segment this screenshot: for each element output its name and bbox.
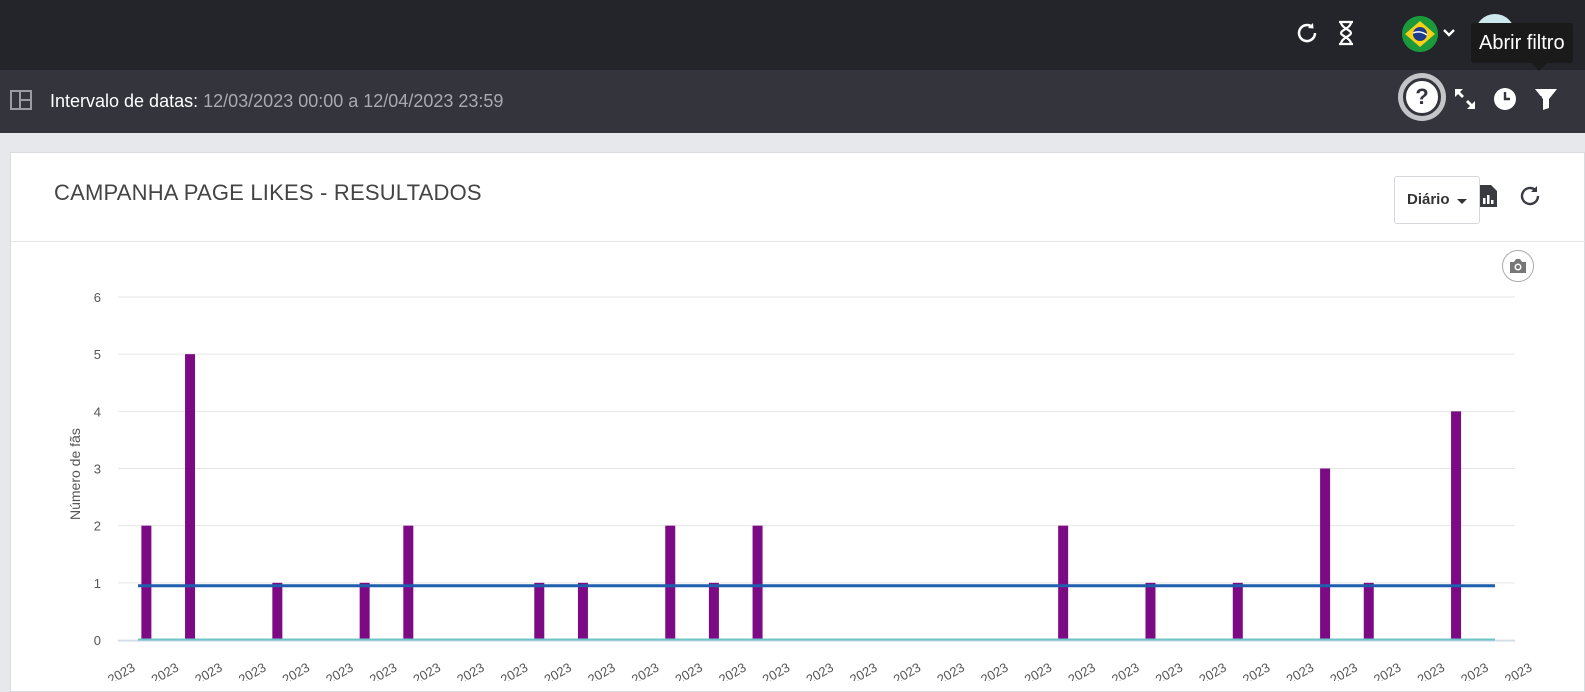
x-tick-label: 2023: [323, 660, 356, 681]
x-tick-label: 2023: [1415, 660, 1448, 681]
bar[interactable]: [1363, 582, 1374, 640]
x-tick-label: 2023: [891, 660, 924, 681]
x-tick-label: 2023: [1109, 660, 1142, 681]
x-tick-label: 2023: [1284, 660, 1317, 681]
x-tick-label: 2023: [760, 660, 793, 681]
x-tick-label: 2023: [978, 660, 1011, 681]
x-tick-label: 2023: [847, 660, 880, 681]
report-icon[interactable]: [1475, 183, 1501, 209]
camera-icon[interactable]: [1502, 250, 1534, 282]
x-tick-label: 2023: [367, 660, 400, 681]
x-tick-label: 2023: [498, 660, 531, 681]
filter-tooltip: Abrir filtro: [1471, 23, 1573, 71]
x-tick-label: 2023: [1196, 660, 1229, 681]
x-tick-label: 2023: [1371, 660, 1404, 681]
period-select[interactable]: Diário: [1394, 176, 1480, 224]
x-tick-label: 2023: [629, 660, 662, 681]
chart-lines: [118, 584, 1515, 642]
bar[interactable]: [708, 582, 719, 640]
interval-value: 12/03/2023 00:00 a 12/04/2023 23:59: [203, 91, 504, 111]
x-tick-label: 2023: [192, 660, 225, 681]
date-interval: Intervalo de datas: 12/03/2023 00:00 a 1…: [50, 91, 504, 111]
x-tick-label: 2023: [1065, 660, 1098, 681]
bar[interactable]: [1058, 525, 1069, 640]
top-bar: Abrir filtro: [0, 0, 1585, 71]
bar[interactable]: [272, 582, 283, 640]
x-tick-label: 2023: [803, 660, 836, 681]
x-tick-labels: 2023 2023 2023 2023 2023 2023 2023 2023 2023 2023…: [105, 660, 1535, 681]
x-tick-label: 2023: [672, 660, 705, 681]
interval-label: Intervalo de datas: [50, 91, 194, 111]
y-tick-label: 3: [94, 462, 101, 477]
y-tick-label: 6: [94, 290, 101, 305]
bar[interactable]: [1232, 582, 1243, 640]
y-tick-label: 5: [94, 347, 101, 362]
y-axis-label: Número de fãs: [67, 428, 83, 520]
bar[interactable]: [1320, 468, 1331, 641]
bar[interactable]: [1145, 582, 1156, 640]
y-tick-label: 2: [94, 519, 101, 534]
chart-bars: [141, 354, 1462, 641]
x-tick-label: 2023: [1022, 660, 1055, 681]
hourglass-icon[interactable]: [1331, 18, 1361, 48]
x-tick-label: 2023: [1240, 660, 1273, 681]
x-tick-label: 2023: [280, 660, 313, 681]
help-icon[interactable]: ?: [1398, 73, 1446, 121]
layout-icon[interactable]: [10, 90, 32, 110]
x-tick-label: 2023: [585, 660, 618, 681]
chart-title: CAMPANHA PAGE LIKES - RESULTADOS: [54, 180, 482, 205]
chevron-down-icon[interactable]: [1442, 26, 1456, 45]
x-tick-label: 2023: [1502, 660, 1535, 681]
y-tick-label: 4: [94, 404, 101, 419]
x-tick-label: 2023: [1327, 660, 1360, 681]
bar[interactable]: [185, 354, 196, 640]
x-tick-label: 2023: [1153, 660, 1186, 681]
bar[interactable]: [577, 582, 588, 640]
x-tick-label: 2023: [411, 660, 444, 681]
x-tick-label: 2023: [454, 660, 487, 681]
brazil-flag-icon[interactable]: [1402, 16, 1438, 52]
x-tick-label: 2023: [105, 660, 138, 681]
x-tick-label: 2023: [236, 660, 269, 681]
card-divider: [11, 241, 1585, 242]
bar[interactable]: [665, 525, 676, 640]
filter-icon[interactable]: [1532, 85, 1560, 113]
x-tick-label: 2023: [542, 660, 575, 681]
filter-bar: Intervalo de datas: 12/03/2023 00:00 a 1…: [0, 70, 1585, 133]
chart-grid: 0 1 2 3 4 5 6: [94, 290, 1515, 648]
period-select-value: Diário: [1407, 191, 1450, 208]
refresh-icon[interactable]: [1292, 18, 1322, 48]
x-tick-label: 2023: [934, 660, 967, 681]
caret-icon: [1457, 199, 1467, 204]
x-tick-label: 2023: [149, 660, 182, 681]
bar[interactable]: [141, 525, 152, 640]
bar[interactable]: [752, 525, 763, 640]
reload-icon[interactable]: [1517, 183, 1543, 209]
bar[interactable]: [403, 525, 414, 640]
x-tick-label: 2023: [1458, 660, 1491, 681]
clock-icon[interactable]: [1491, 85, 1519, 113]
bar[interactable]: [534, 582, 545, 640]
y-tick-label: 1: [94, 576, 101, 591]
bar[interactable]: [359, 582, 370, 640]
bar[interactable]: [1451, 411, 1462, 640]
x-tick-label: 2023: [716, 660, 749, 681]
y-tick-label: 0: [94, 633, 101, 648]
expand-icon[interactable]: [1451, 85, 1479, 113]
